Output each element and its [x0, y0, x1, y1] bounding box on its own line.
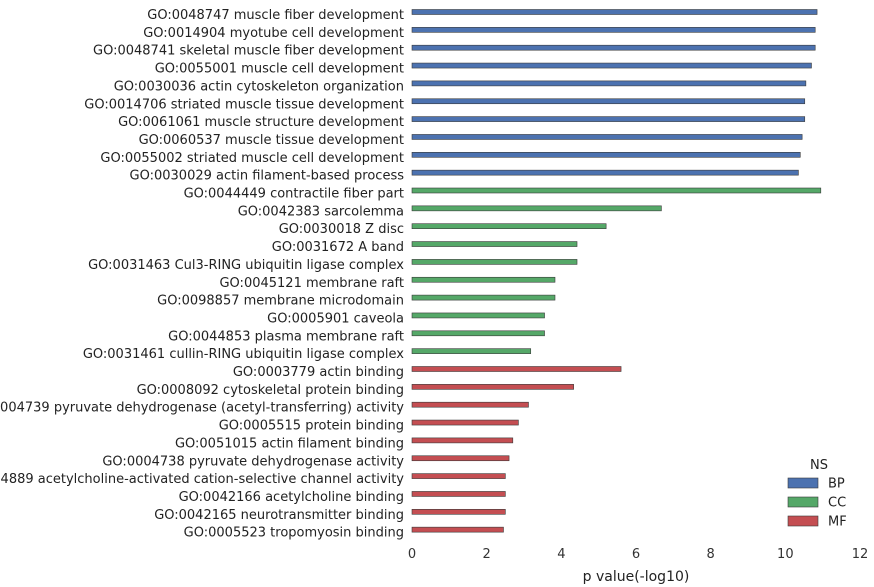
bar-bp	[411, 62, 812, 69]
bar-mf	[411, 401, 529, 408]
legend-swatch-cc	[787, 496, 819, 508]
bar-bp	[411, 98, 806, 105]
legend-label-mf: MF	[828, 515, 847, 530]
category-label: GO:0042165 neurotransmitter binding	[154, 508, 404, 523]
category-label: GO:0055001 muscle cell development	[155, 62, 404, 77]
bar-cc	[411, 330, 545, 337]
bar-cc	[411, 259, 578, 265]
category-label: GO:0042383 sarcolemma	[238, 204, 404, 219]
bar-bp	[411, 80, 807, 87]
bar-bp	[411, 152, 801, 158]
category-label: GO:0004739 pyruvate dehydrogenase (acety…	[0, 401, 404, 416]
category-label: GO:0014904 myotube cell development	[143, 26, 404, 41]
category-labels: GO:0048747 muscle fiber development GO:00…	[0, 8, 404, 541]
bar-mf	[411, 384, 574, 390]
category-label: GO:0030036 actin cytoskeleton organizati…	[114, 79, 404, 94]
bar-bp	[411, 116, 806, 122]
bar-cc	[411, 348, 532, 354]
bar-mf	[411, 491, 506, 497]
legend-title: NS	[810, 458, 828, 473]
bar-bp	[411, 9, 818, 15]
x-tick-label: 0	[408, 547, 416, 562]
bar-mf	[411, 508, 506, 515]
bar-mf	[411, 455, 510, 462]
category-label: GO:0005523 tropomyosin binding	[184, 526, 404, 541]
bar-cc	[411, 205, 662, 212]
bar-mf	[411, 526, 504, 533]
category-label: GO:0044449 contractile fiber part	[184, 187, 404, 202]
x-tick-label: 4	[557, 547, 565, 562]
bar-cc	[411, 294, 556, 301]
bar-bp	[411, 27, 816, 33]
bar-mf	[411, 366, 622, 372]
x-tick-label: 2	[483, 547, 491, 562]
category-label: GO:0045121 membrane raft	[219, 276, 404, 291]
x-tick-label: 12	[852, 547, 869, 562]
bar-cc	[411, 223, 607, 229]
category-label: GO:0005901 caveola	[267, 311, 404, 326]
category-label: GO:0003779 actin binding	[233, 365, 404, 380]
x-axis-title: p value(-log10)	[583, 569, 690, 585]
category-label: GO:0030018 Z disc	[279, 222, 404, 237]
bar-mf	[411, 437, 514, 444]
bar-bp	[411, 169, 799, 176]
x-tick-label: 6	[632, 547, 640, 562]
category-label: GO:0042166 acetylcholine binding	[179, 490, 404, 505]
bar-cc	[411, 276, 556, 283]
legend: NS BP CC MF	[787, 458, 847, 530]
category-label: GO:0031672 A band	[272, 240, 404, 255]
category-label: GO:0014706 striated muscle tissue develo…	[84, 97, 404, 112]
category-label: GO:0004889 acetylcholine-activated catio…	[0, 472, 404, 487]
category-label: GO:0055002 striated muscle cell developm…	[100, 151, 404, 166]
bar-mf	[411, 419, 519, 426]
category-label: GO:0031461 cullin-RING ubiquitin ligase …	[83, 347, 404, 362]
bar-mf	[411, 473, 506, 479]
x-axis: 0 2 4 6 8 10 12	[408, 547, 868, 562]
category-label: GO:0060537 muscle tissue development	[139, 133, 404, 148]
category-label: GO:0048747 muscle fiber development	[147, 8, 404, 23]
category-label: GO:0030029 actin filament-based process	[130, 169, 405, 184]
category-label: GO:0048741 skeletal muscle fiber develop…	[93, 44, 404, 59]
legend-label-bp: BP	[828, 477, 845, 492]
bar-bp	[411, 44, 816, 51]
category-label: GO:0004738 pyruvate dehydrogenase activi…	[102, 454, 404, 469]
x-tick-label: 10	[777, 547, 794, 562]
bar-bp	[411, 134, 803, 140]
category-label: GO:0008092 cytoskeletal protein binding	[137, 383, 404, 398]
category-label: GO:0061061 muscle structure development	[118, 115, 404, 130]
bar-cc	[411, 241, 578, 247]
category-label: GO:0031463 Cul3-RING ubiquitin ligase co…	[88, 258, 404, 273]
bar-cc	[411, 312, 545, 319]
x-tick-label: 8	[707, 547, 715, 562]
category-label: GO:0005515 protein binding	[219, 419, 404, 434]
bar-cc	[411, 187, 822, 194]
legend-label-cc: CC	[828, 496, 846, 511]
category-label: GO:0051015 actin filament binding	[175, 436, 404, 451]
legend-swatch-mf	[787, 515, 819, 527]
category-label: GO:0044853 plasma membrane raft	[168, 329, 404, 344]
category-label: GO:0098857 membrane microdomain	[157, 294, 404, 309]
legend-swatch-bp	[787, 477, 819, 489]
bars-layer	[411, 9, 822, 533]
